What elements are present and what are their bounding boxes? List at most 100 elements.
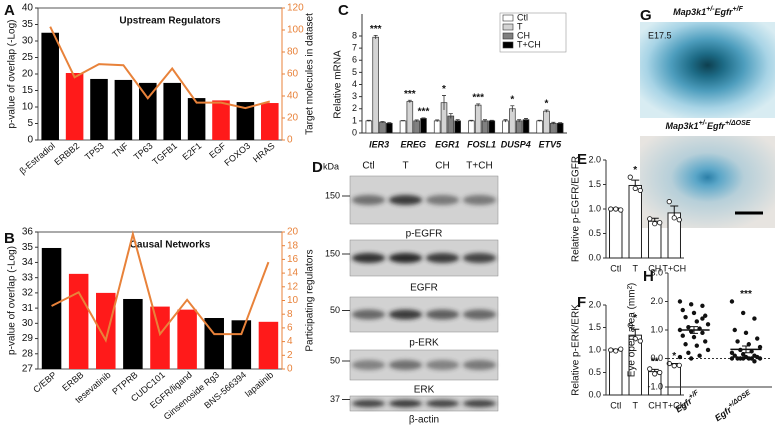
y-tick-label: 5 <box>352 67 357 77</box>
y-tick-label: 31 <box>22 303 34 314</box>
x-tick-label: HRAS <box>251 141 277 165</box>
legend-swatch <box>502 23 514 31</box>
panel-label: F <box>577 294 586 311</box>
y-tick-label: 1.0 <box>588 344 601 354</box>
bar <box>258 321 279 369</box>
bar <box>386 122 393 134</box>
significance: *** <box>418 106 430 117</box>
row-label: p-EGFR <box>406 229 443 240</box>
x-tick-label: TP53 <box>83 141 106 162</box>
error-bar <box>517 119 522 123</box>
bar <box>150 306 170 369</box>
band <box>462 360 497 370</box>
error-bar <box>380 121 385 123</box>
band <box>351 360 386 370</box>
y-tick-label: 0.0 <box>588 252 601 262</box>
data-point <box>694 343 700 348</box>
error-bar <box>558 122 563 124</box>
data-point <box>700 316 705 321</box>
bar <box>65 73 84 140</box>
row-label: p-ERK <box>409 338 439 349</box>
band <box>388 195 423 205</box>
data-point <box>691 334 697 340</box>
y2-tick-label: 6 <box>287 323 293 334</box>
y-tick-label: 8 <box>352 30 357 40</box>
data-point <box>705 347 711 353</box>
y-tick-label: 2.0 <box>588 154 601 164</box>
y2-tick-label: 20 <box>287 113 299 124</box>
lane-label: Ctl <box>362 161 374 172</box>
size-marker: 150 <box>325 248 340 258</box>
y-tick-label: 15 <box>22 85 34 96</box>
photo-title-part: Egfr <box>715 7 733 17</box>
bar <box>550 122 557 134</box>
bar <box>628 184 642 259</box>
row-label: ERK <box>414 385 435 396</box>
y-tick-label: 0 <box>27 135 33 146</box>
y-tick-label: 1.5 <box>588 322 601 332</box>
panel-label: A <box>4 2 15 19</box>
x-tick-label-part: +/F <box>688 389 701 401</box>
data-point <box>703 339 708 344</box>
panel-label: D <box>312 159 323 176</box>
error-bar <box>366 119 371 122</box>
band <box>388 360 423 370</box>
row-label: EGFR <box>410 283 438 294</box>
photo-stage: E17.5 <box>648 30 672 40</box>
data-point <box>732 327 737 333</box>
error-bar <box>469 119 474 122</box>
significance: *** <box>740 289 752 300</box>
x-tick-label: FOSL1 <box>467 139 496 149</box>
data-point <box>738 347 743 353</box>
x-tick-label: ETV5 <box>539 139 563 149</box>
x-tick-label: lapatinib <box>243 370 275 399</box>
data-point <box>688 302 694 307</box>
bar <box>212 100 230 140</box>
y2-tick-label: 100 <box>287 25 304 36</box>
bar <box>433 120 441 134</box>
band <box>388 309 423 320</box>
x-tick-label: TGFB1 <box>150 141 179 167</box>
data-point <box>746 342 752 347</box>
y-tick-label: 34 <box>22 257 34 268</box>
y2-tick-label: 18 <box>287 240 299 251</box>
y-tick-label: 32 <box>22 288 34 299</box>
bar <box>204 318 224 369</box>
data-point <box>757 344 763 350</box>
band <box>462 309 497 320</box>
error-bar <box>401 120 405 122</box>
data-point <box>740 352 746 357</box>
error-bar <box>442 95 446 110</box>
data-point <box>752 359 757 364</box>
size-marker: 150 <box>325 190 340 200</box>
band <box>388 399 423 408</box>
y-tick-label: 3.0 <box>650 267 663 277</box>
bar <box>379 121 386 134</box>
blot-panel <box>349 395 499 412</box>
y-tick-label: 33 <box>22 272 34 283</box>
data-point <box>613 206 619 212</box>
error-bar <box>421 117 426 120</box>
band <box>388 253 423 263</box>
bar <box>515 120 523 134</box>
bar <box>556 122 564 134</box>
y-tick-label: 20 <box>22 69 34 80</box>
band <box>462 253 497 263</box>
y-axis-label: p-value of overlap (-Log) <box>7 246 18 355</box>
data-point <box>666 199 672 205</box>
significance: *** <box>370 24 382 35</box>
x-tick-label: T+CH <box>662 400 686 410</box>
x-tick-label: T+CH <box>662 263 686 273</box>
data-point <box>671 215 677 221</box>
line <box>49 26 271 110</box>
band <box>351 253 386 263</box>
bar <box>447 115 455 134</box>
x-tick-label-part: +/ΔOSE <box>727 389 752 410</box>
data-point <box>705 322 711 327</box>
band <box>425 195 460 205</box>
photo-title-part: +/ΔOSE <box>725 120 751 127</box>
data-point <box>632 336 638 342</box>
lane-label: T <box>402 161 408 172</box>
data-point <box>657 220 663 226</box>
x-tick-label: EREG <box>400 139 426 149</box>
